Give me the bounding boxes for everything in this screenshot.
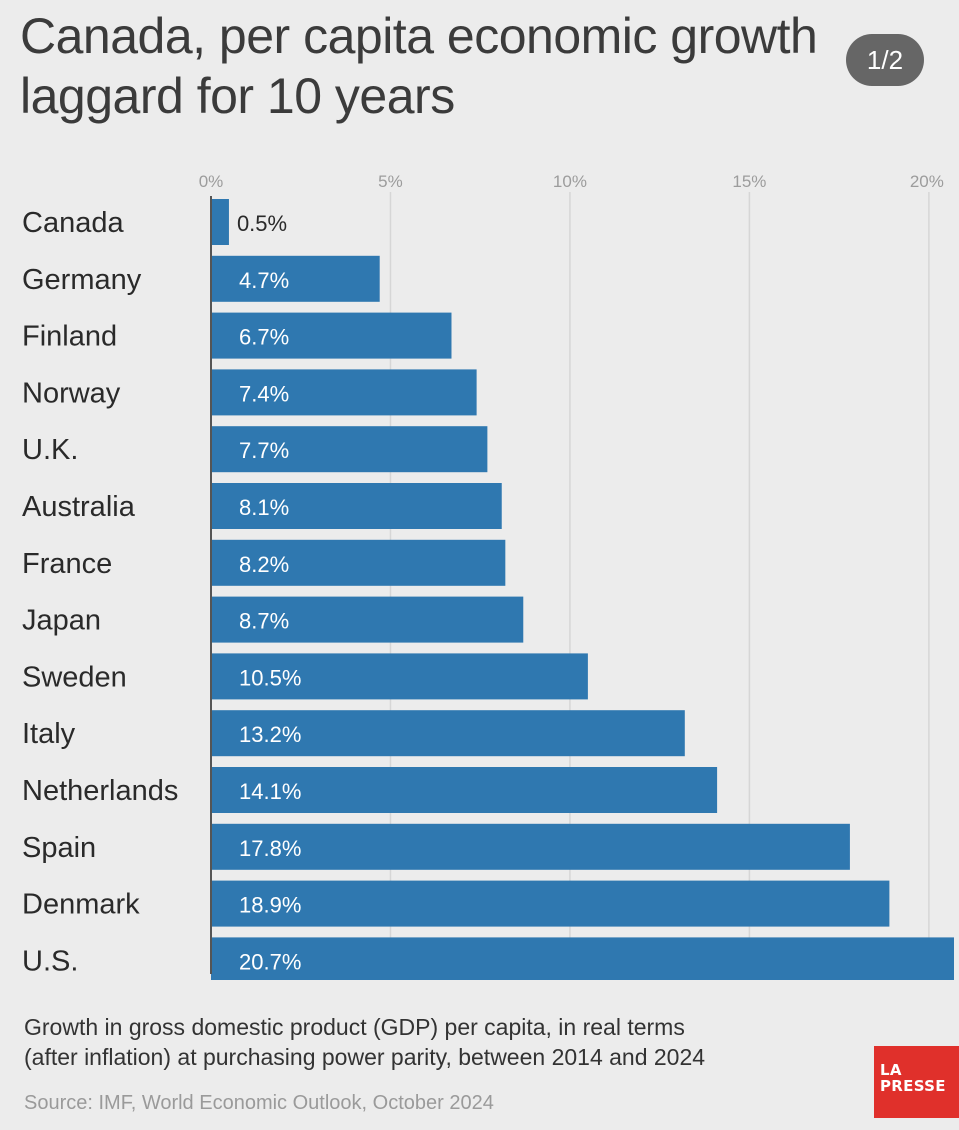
bar bbox=[211, 483, 502, 529]
bar bbox=[211, 823, 850, 870]
value-label: 20.7% bbox=[239, 949, 301, 974]
bar bbox=[211, 937, 954, 980]
value-label: 4.7% bbox=[239, 268, 289, 293]
x-tick-label: 15% bbox=[732, 172, 766, 191]
bar bbox=[211, 255, 380, 302]
category-label: Canada bbox=[22, 207, 124, 239]
value-label: 10.5% bbox=[239, 665, 301, 690]
chart-title: Canada, per capita economic growth lagga… bbox=[20, 8, 818, 124]
value-label: 8.7% bbox=[239, 609, 289, 634]
value-label: 17.8% bbox=[239, 836, 301, 861]
category-label: Germany bbox=[22, 264, 142, 296]
x-tick-label: 5% bbox=[378, 172, 403, 191]
page-indicator-badge[interactable]: 1/2 bbox=[846, 34, 924, 86]
logo-line-2: PRESSE bbox=[880, 1077, 946, 1095]
category-label: Finland bbox=[22, 321, 117, 353]
category-label: Denmark bbox=[22, 889, 140, 921]
category-label: Italy bbox=[22, 718, 76, 750]
category-label: France bbox=[22, 548, 112, 580]
category-label: Norway bbox=[22, 377, 121, 409]
x-tick-label: 0% bbox=[199, 172, 224, 191]
value-label: 7.4% bbox=[239, 381, 289, 406]
category-label: U.S. bbox=[22, 945, 78, 977]
value-label: 18.9% bbox=[239, 893, 301, 918]
logo-line-1: LA bbox=[880, 1061, 902, 1079]
x-tick-label: 20% bbox=[910, 172, 944, 191]
bar-chart: 0% 5% 10% 15% 20% Canada 0.5% Germany 4.7% Finlan… bbox=[22, 172, 954, 980]
value-label: 8.2% bbox=[239, 552, 289, 577]
category-label: Netherlands bbox=[22, 775, 178, 807]
bar bbox=[211, 312, 452, 359]
value-label: 14.1% bbox=[239, 779, 301, 804]
value-label: 7.7% bbox=[239, 438, 289, 463]
bar bbox=[211, 767, 718, 813]
x-tick-label: 10% bbox=[553, 172, 587, 191]
bar bbox=[211, 426, 488, 473]
value-label: 8.1% bbox=[239, 495, 289, 520]
bar bbox=[211, 880, 890, 927]
category-label: Australia bbox=[22, 491, 136, 523]
bar bbox=[211, 596, 524, 643]
la-presse-logo: LA PRESSE bbox=[874, 1046, 959, 1118]
category-label: U.K. bbox=[22, 434, 78, 466]
chart-source: Source: IMF, World Economic Outlook, Oct… bbox=[24, 1092, 494, 1114]
value-label: 13.2% bbox=[239, 722, 301, 747]
category-label: Japan bbox=[22, 605, 101, 637]
category-label: Spain bbox=[22, 832, 96, 864]
value-label: 0.5% bbox=[237, 211, 287, 236]
bar bbox=[211, 539, 506, 586]
bar bbox=[211, 199, 229, 245]
chart-footnote: Growth in gross domestic product (GDP) p… bbox=[24, 1014, 706, 1070]
value-label: 6.7% bbox=[239, 325, 289, 350]
bar bbox=[211, 653, 588, 700]
category-label: Sweden bbox=[22, 661, 127, 693]
bar bbox=[211, 710, 685, 757]
bar bbox=[211, 369, 477, 416]
